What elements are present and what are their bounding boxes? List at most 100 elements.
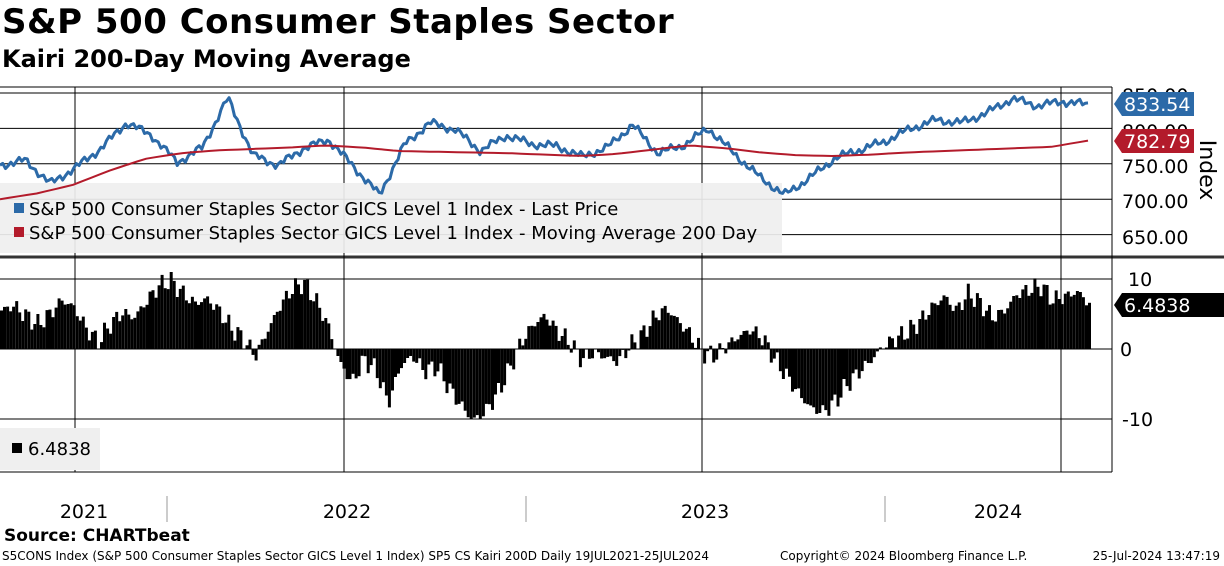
- kairi-bar: [757, 338, 761, 349]
- kairi-bar: [281, 299, 285, 349]
- kairi-bar: [897, 335, 901, 349]
- kairi-bar: [197, 304, 200, 349]
- kairi-bar: [1024, 285, 1028, 349]
- kairi-bar: [1063, 293, 1067, 349]
- kairi-bar: [951, 310, 955, 349]
- kairi-bar: [930, 302, 934, 349]
- kairi-bar: [66, 304, 70, 349]
- kairi-bar: [203, 298, 207, 349]
- kairi-bar: [118, 321, 122, 349]
- x-axis: 2021 2022 2023 2024: [0, 471, 1112, 523]
- last-price-line: [0, 95, 1089, 195]
- kairi-bar: [581, 349, 585, 359]
- kairi-bar: [781, 349, 785, 379]
- kairi-bar: [45, 310, 49, 349]
- kairi-bar: [1069, 296, 1073, 349]
- kairi-bar: [572, 340, 576, 349]
- kairi-bar: [860, 349, 864, 372]
- kairi-bar: [469, 349, 473, 419]
- kairi-bar: [1081, 297, 1085, 349]
- kairi-bar: [606, 349, 610, 357]
- kairi-bar: [545, 319, 549, 349]
- kairi-bar: [72, 305, 76, 349]
- legend-label-kairi: 6.4838: [28, 439, 91, 460]
- kairi-bar: [194, 301, 197, 349]
- kairi-bar: [875, 349, 879, 352]
- kairi-bar: [175, 297, 179, 349]
- kairi-bar: [657, 320, 661, 349]
- kairi-bar: [1021, 289, 1025, 349]
- kairi-bar: [521, 345, 525, 349]
- kairi-bar: [500, 349, 504, 393]
- kairi-bar: [284, 290, 288, 349]
- kairi-bar: [239, 330, 243, 349]
- bottom-y-axis: 10 0 -10: [1120, 269, 1153, 431]
- kairi-bar: [603, 349, 607, 359]
- kairi-bar: [84, 327, 88, 349]
- legend-swatch-ma: [14, 227, 24, 237]
- kairi-bar: [69, 303, 73, 349]
- kairi-bar: [290, 294, 294, 349]
- kairi-bar: [15, 301, 19, 349]
- kairi-bar: [184, 300, 188, 349]
- kairi-bar: [357, 349, 361, 377]
- kairi-bar: [224, 322, 228, 349]
- kairi-bar: [672, 315, 676, 349]
- kairi-bar: [24, 309, 28, 349]
- kairi-bar: [348, 349, 352, 380]
- kairi-bar: [200, 302, 203, 349]
- kairi-bar: [342, 349, 346, 369]
- kairi-bar: [988, 305, 991, 349]
- kairi-bar: [769, 349, 773, 363]
- kairi-bar: [497, 349, 500, 383]
- kairi-bar: [287, 298, 291, 349]
- kairi-bar: [681, 331, 685, 349]
- kairi-bar: [888, 336, 891, 349]
- kairi-bar: [691, 342, 694, 349]
- kairi-bar: [378, 349, 382, 389]
- kairi-bar: [394, 349, 397, 377]
- kairi-bar: [251, 349, 255, 355]
- kairi-bar: [136, 311, 140, 349]
- kairi-bar: [900, 326, 904, 349]
- kairi-bar: [663, 305, 667, 349]
- y-tick-10: 10: [1128, 269, 1152, 291]
- kairi-bar: [833, 349, 837, 395]
- kairi-bar: [384, 349, 388, 396]
- kairi-bar: [409, 349, 413, 356]
- kairi-bar: [415, 349, 419, 363]
- kairi-bar: [724, 349, 728, 354]
- kairi-bar: [121, 315, 125, 349]
- kairi-bar: [600, 349, 604, 359]
- kairi-bar: [772, 349, 776, 359]
- kairi-bar: [518, 338, 522, 349]
- kairi-bar: [872, 349, 876, 358]
- kairi-bar: [494, 349, 497, 395]
- kairi-bar: [330, 339, 334, 349]
- kairi-bar: [103, 322, 106, 349]
- kairi-bar: [1048, 304, 1052, 349]
- kairi-bar: [639, 330, 643, 349]
- kairi-bar: [142, 307, 146, 349]
- x-year-2024: 2024: [974, 501, 1022, 523]
- kairi-bar: [978, 298, 982, 349]
- kairi-bar: [912, 324, 916, 349]
- kairi-bar: [327, 323, 331, 349]
- kairi-bar: [794, 349, 797, 390]
- kairi-bar: [63, 304, 67, 349]
- kairi-bar: [169, 272, 173, 349]
- kairi-bar: [1066, 291, 1070, 349]
- kairi-bar: [272, 315, 276, 349]
- last-price-tag: 833.54: [1114, 92, 1194, 116]
- last-kairi-tag: 6.4838: [1114, 293, 1224, 317]
- kairi-bar: [278, 310, 282, 349]
- kairi-bar: [1000, 309, 1004, 349]
- kairi-bar: [533, 326, 537, 349]
- kairi-bar: [466, 349, 470, 418]
- kairi-bar: [627, 349, 631, 351]
- kairi-bar: [660, 308, 664, 349]
- kairi-bar: [800, 349, 804, 399]
- kairi-bar: [160, 274, 164, 349]
- kairi-bar: [921, 310, 925, 349]
- kairi-bar: [548, 325, 552, 349]
